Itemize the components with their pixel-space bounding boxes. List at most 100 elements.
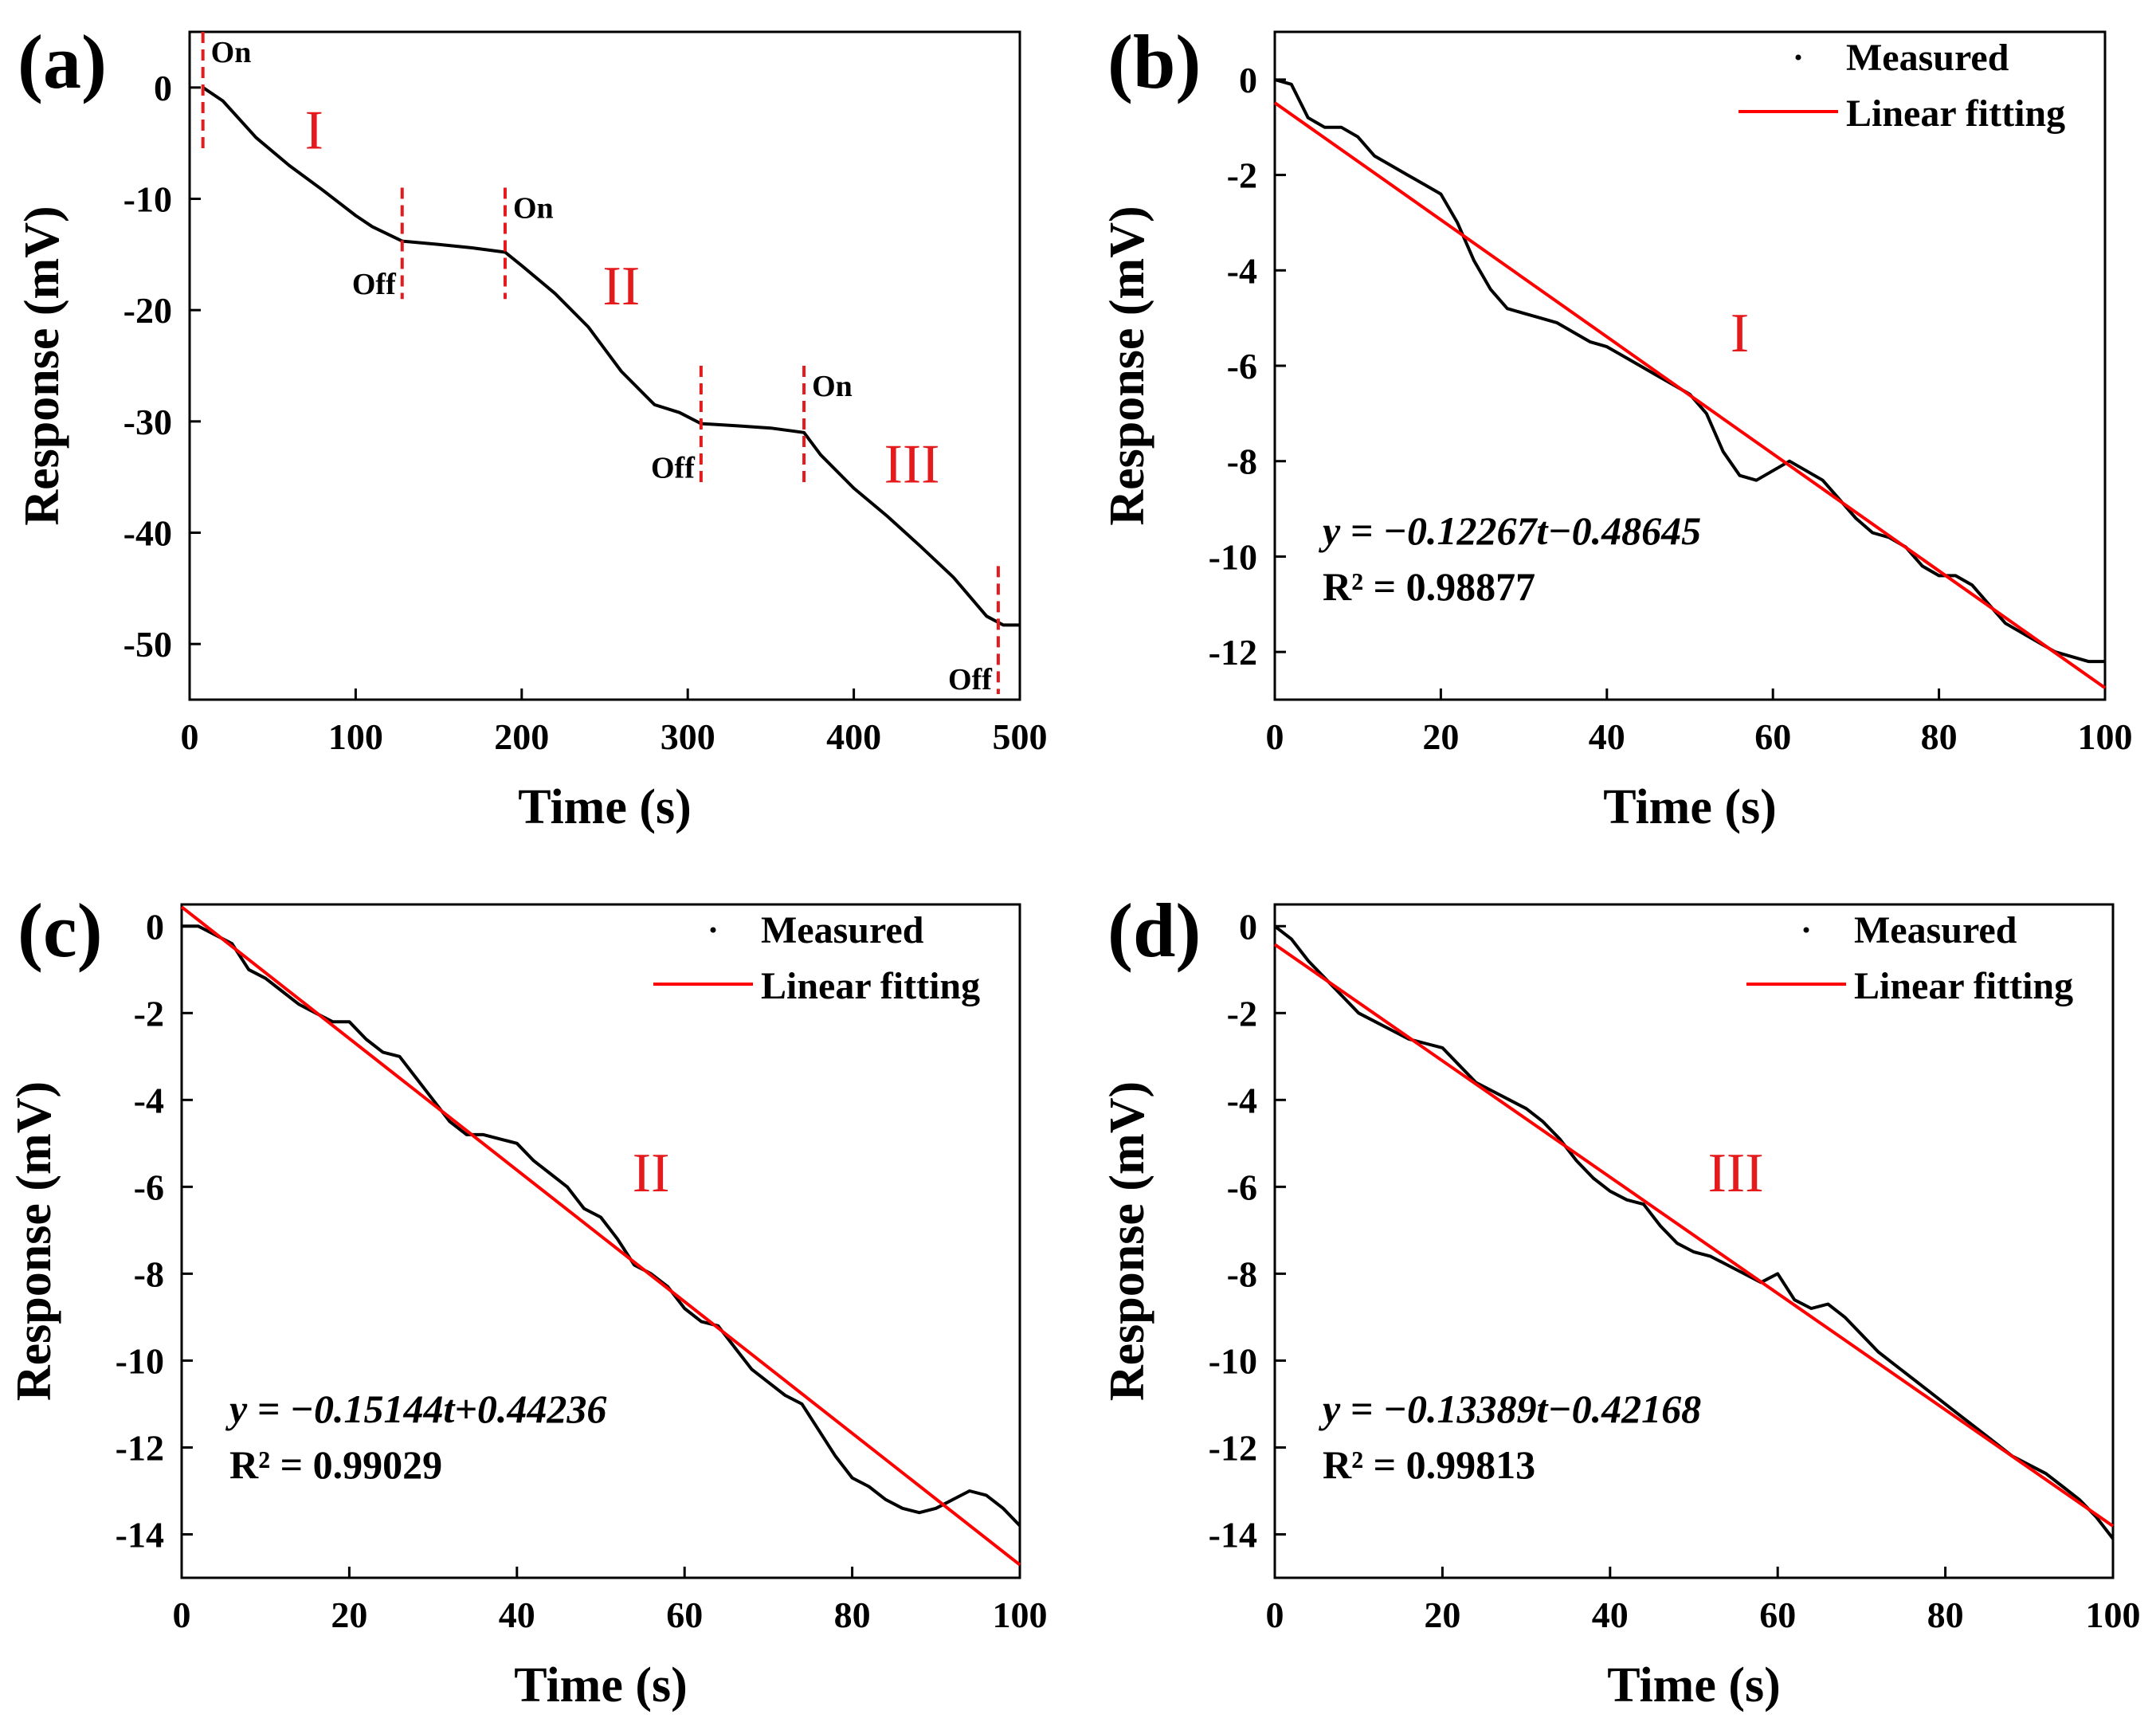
legend-measured-marker (1795, 54, 1801, 61)
fit-equation: y = −0.13389t−0.42168 (1319, 1387, 1701, 1431)
x-axis-label: Time (s) (514, 1658, 688, 1712)
x-tick-label: 60 (1754, 716, 1791, 757)
x-tick-label: 200 (494, 716, 549, 757)
switch-marker-label: On (211, 36, 252, 69)
y-tick-label: -30 (123, 402, 172, 442)
y-axis-label: Response (mV) (15, 206, 69, 525)
y-tick-label: -4 (134, 1080, 164, 1120)
legend-fit-label: Linear fitting (761, 965, 980, 1007)
plot-frame (1273, 903, 2115, 1579)
region-label: I (1731, 303, 1749, 364)
x-axis-label: Time (s) (518, 780, 692, 834)
x-axis-label: Time (s) (1607, 1658, 1781, 1712)
y-tick-label: -6 (134, 1167, 164, 1207)
y-tick-label: -8 (134, 1253, 164, 1294)
measured-series-line (182, 924, 1021, 1527)
panel-label-d: (d) (1107, 888, 1201, 973)
y-tick-label: -4 (1227, 1080, 1257, 1120)
x-tick-label: 40 (1592, 1595, 1629, 1635)
fit-r-squared: R² = 0.99813 (1323, 1442, 1535, 1487)
measured-series-line (202, 86, 1020, 627)
panel-label-a: (a) (18, 19, 107, 104)
linear-fit-line (180, 905, 1021, 1567)
y-tick-label: -10 (123, 179, 172, 220)
x-tick-label: 0 (1266, 716, 1284, 757)
y-tick-label: -2 (1227, 155, 1257, 196)
y-tick-label: -10 (116, 1340, 164, 1381)
y-tick-label: -2 (1227, 993, 1257, 1034)
x-tick-label: 100 (2086, 1595, 2141, 1635)
x-tick-label: 80 (1927, 1595, 1964, 1635)
x-axis-label: Time (s) (1603, 780, 1777, 834)
y-axis-label: Response (mV) (7, 1081, 61, 1401)
y-axis-label: Response (mV) (1100, 206, 1154, 525)
y-tick-label: -8 (1227, 441, 1257, 482)
fit-equation: y = −0.12267t−0.48645 (1319, 508, 1701, 553)
y-tick-label: 0 (154, 68, 172, 108)
switch-marker-label: Off (651, 452, 696, 485)
legend-measured-label: Measured (761, 909, 924, 951)
y-tick-label: -10 (1209, 1340, 1257, 1381)
switch-marker-label: On (812, 370, 853, 403)
y-tick-label: 0 (1239, 906, 1257, 947)
x-tick-label: 400 (826, 716, 881, 757)
y-tick-label: -8 (1227, 1253, 1257, 1294)
panel-d: (d) 0 20 40 60 80 100 0 -2 -4 -6 -8 -10 -12 -14 Time (s… (1100, 888, 2141, 1712)
x-tick-label: 0 (181, 716, 199, 757)
legend-fit-label: Linear fitting (1846, 92, 2065, 135)
x-tick-label: 500 (993, 716, 1048, 757)
y-tick-label: 0 (1239, 60, 1257, 100)
x-tick-label: 0 (1266, 1595, 1284, 1635)
y-tick-label: -4 (1227, 250, 1257, 291)
y-tick-label: -10 (1209, 536, 1257, 577)
y-tick-label: -14 (116, 1514, 164, 1555)
panel-c: (c) 0 20 40 60 80 100 0 -2 -4 -6 -8 -10 -12 -14 Time (s… (7, 888, 1048, 1712)
y-tick-label: -6 (1227, 1167, 1257, 1207)
x-tick-label: 40 (499, 1595, 535, 1635)
region-label: II (603, 256, 641, 317)
y-tick-label: -6 (1227, 346, 1257, 386)
x-tick-label: 80 (834, 1595, 871, 1635)
legend-measured-label: Measured (1854, 909, 2017, 951)
y-tick-label: 0 (146, 906, 164, 947)
x-tick-label: 20 (1422, 716, 1459, 757)
y-tick-label: -50 (123, 624, 172, 665)
x-tick-label: 60 (1759, 1595, 1796, 1635)
y-tick-label: -14 (1209, 1514, 1257, 1555)
y-axis-label: Response (mV) (1100, 1081, 1154, 1401)
y-tick-label: -2 (134, 993, 164, 1034)
y-tick-label: -20 (123, 290, 172, 331)
y-tick-label: -12 (1209, 1427, 1257, 1468)
fit-r-squared: R² = 0.98877 (1323, 564, 1535, 609)
x-tick-label: 100 (328, 716, 383, 757)
switch-marker-label: On (513, 192, 554, 226)
legend-fit-label: Linear fitting (1854, 965, 2073, 1007)
region-label: II (633, 1143, 670, 1204)
x-tick-label: 0 (173, 1595, 191, 1635)
panel-b: (b) 0 20 40 60 80 100 0 -2 -4 -6 -8 -10 -12 Time (s) Re… (1100, 19, 2133, 834)
panel-label-c: (c) (18, 888, 103, 973)
plot-frame (180, 903, 1021, 1579)
x-tick-label: 100 (993, 1595, 1048, 1635)
legend-measured-marker (1803, 927, 1809, 933)
plot-frame (188, 30, 1021, 701)
region-label: III (1708, 1143, 1764, 1204)
fit-equation: y = −0.15144t+0.44236 (225, 1387, 606, 1431)
x-tick-label: 100 (2078, 716, 2133, 757)
y-tick-label: -12 (116, 1427, 164, 1468)
y-tick-label: -12 (1209, 632, 1257, 673)
x-tick-label: 300 (661, 716, 715, 757)
x-tick-label: 20 (1424, 1595, 1460, 1635)
fit-r-squared: R² = 0.99029 (229, 1442, 442, 1487)
y-tick-label: -40 (123, 513, 172, 554)
linear-fit-line (1273, 101, 2107, 689)
legend-measured-label: Measured (1846, 37, 2009, 79)
region-label: III (884, 434, 940, 496)
region-label: I (305, 100, 323, 162)
x-tick-label: 60 (666, 1595, 703, 1635)
x-tick-label: 20 (331, 1595, 367, 1635)
x-tick-label: 40 (1589, 716, 1625, 757)
panel-a: (a) 0 100 200 300 400 500 0 -10 -20 -30 -40 -50 Time … (15, 19, 1048, 834)
switch-marker-label: Off (948, 663, 993, 696)
